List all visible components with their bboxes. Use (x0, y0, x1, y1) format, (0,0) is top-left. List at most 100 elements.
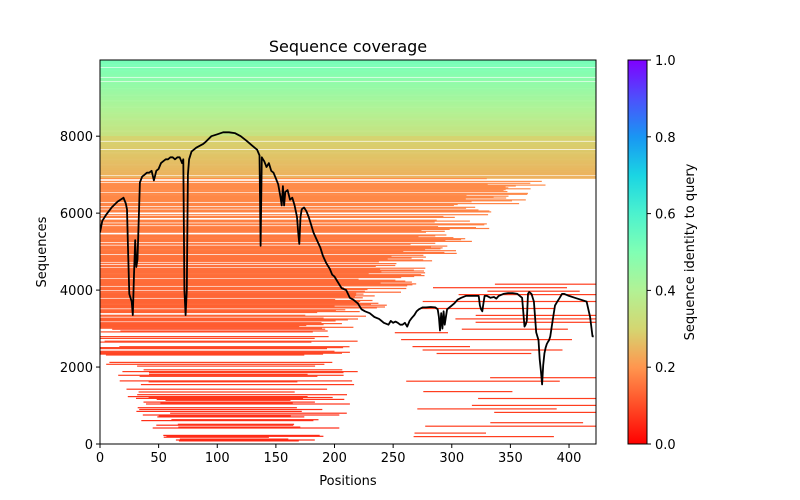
alignment-row (100, 216, 455, 218)
alignment-row (100, 89, 596, 91)
alignment-row (100, 163, 596, 165)
alignment-row (143, 369, 343, 371)
alignment-row (100, 234, 447, 236)
alignment-row (425, 425, 596, 427)
alignment-row (100, 322, 322, 324)
alignment-row (100, 294, 357, 296)
alignment-row (100, 193, 528, 195)
alignment-row (100, 314, 306, 316)
alignment-row (100, 280, 406, 282)
alignment-row (100, 299, 373, 302)
alignment-row (100, 352, 342, 354)
alignment-row (100, 121, 596, 123)
alignment-row (100, 207, 467, 209)
alignment-row (100, 350, 335, 352)
alignment-row (100, 237, 454, 239)
alignment-row (100, 99, 596, 101)
alignment-row (100, 221, 435, 223)
alignment-row (100, 269, 414, 271)
alignment-row (100, 311, 360, 313)
alignment-row (487, 290, 580, 292)
alignment-row (100, 164, 596, 166)
alignment-row (100, 302, 379, 304)
alignment-row (100, 132, 596, 134)
alignment-row (100, 243, 411, 245)
alignment-row (100, 324, 307, 327)
alignment-row (137, 407, 297, 409)
alignment-row (100, 153, 596, 155)
alignment-row (100, 303, 371, 305)
alignment-row (100, 118, 596, 120)
alignment-row (100, 254, 424, 256)
alignment-row (100, 113, 596, 115)
plot-frame (99, 59, 597, 445)
alignment-row (100, 348, 327, 350)
chart-title: Sequence coverage (269, 37, 427, 56)
alignment-row (100, 123, 596, 125)
alignment-row (100, 251, 445, 254)
alignment-row (100, 209, 479, 211)
alignment-row (100, 144, 596, 146)
alignment-row (100, 146, 596, 148)
alignment-row (471, 404, 596, 406)
alignment-row (100, 300, 361, 303)
colorbar-tick-label: 1.0 (655, 54, 676, 69)
alignment-row (126, 388, 328, 390)
alignment-row (100, 249, 426, 251)
alignment-row (146, 403, 350, 405)
alignment-row (433, 287, 567, 289)
alignment-row (100, 239, 446, 242)
alignment-row (139, 375, 318, 377)
alignment-row (100, 186, 506, 188)
y-axis: 0 2000 4000 6000 8000 (60, 130, 100, 453)
alignment-row (136, 410, 302, 412)
alignment-row (100, 86, 596, 88)
alignment-row (100, 259, 424, 261)
y-tick-label: 6000 (60, 207, 93, 222)
alignment-row (100, 182, 531, 184)
alignment-row (100, 78, 596, 81)
alignment-row (478, 397, 596, 400)
alignment-row (100, 128, 596, 130)
alignment-row (100, 126, 596, 128)
alignment-row (100, 61, 596, 63)
alignment-row (100, 276, 402, 279)
alignment-row (100, 145, 596, 147)
alignment-row (100, 275, 425, 277)
alignment-row (100, 246, 431, 248)
colorbar-tick-label: 0.4 (655, 284, 676, 299)
alignment-row (100, 126, 596, 129)
alignment-row (100, 69, 596, 71)
alignment-row (100, 324, 324, 326)
alignment-row (158, 415, 291, 417)
coverage-line (100, 131, 594, 386)
alignment-row (100, 305, 335, 307)
alignment-row (100, 67, 596, 69)
alignment-row (100, 119, 596, 121)
coverage-line-group (100, 131, 594, 386)
alignment-row (100, 187, 509, 189)
alignment-row (100, 172, 596, 174)
alignment-row (100, 214, 489, 216)
alignment-row (100, 260, 433, 262)
x-tick-label: 50 (150, 451, 167, 466)
alignment-row (100, 279, 396, 281)
alignment-row (100, 250, 456, 252)
alignment-row (100, 176, 596, 178)
alignment-row (100, 139, 596, 141)
colorbar-tick-label: 0.6 (655, 208, 676, 223)
alignment-row (100, 104, 596, 106)
alignment-row (100, 248, 441, 250)
alignment-row (100, 151, 596, 153)
x-tick-label: 350 (498, 451, 523, 466)
alignment-row (100, 159, 596, 161)
alignment-row (436, 352, 532, 355)
alignment-row (100, 295, 375, 297)
alignment-row (100, 70, 596, 72)
alignment-row (100, 323, 342, 325)
alignment-row (100, 351, 350, 353)
alignment-row (100, 206, 476, 208)
alignment-row (100, 336, 329, 338)
alignment-row (100, 247, 443, 249)
y-tick-label: 4000 (60, 284, 93, 299)
